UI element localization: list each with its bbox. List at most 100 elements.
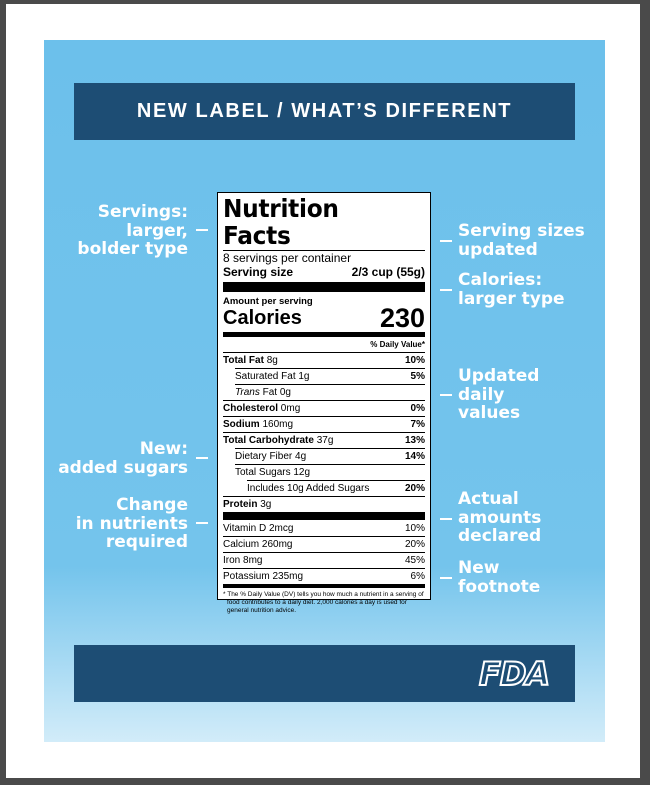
annotation-dash <box>440 577 452 579</box>
nutrient-name-text: Total Fat <box>223 355 264 366</box>
nutrient-row: Potassium 235mg 6% <box>223 568 425 584</box>
nutrient-name-text: Vitamin D <box>223 522 267 534</box>
nutrient-dv: 10% <box>404 355 425 366</box>
nutrient-name: Total Sugars 12g <box>235 467 310 478</box>
dv-header: % Daily Value* <box>370 340 425 349</box>
amount-per-serving: Amount per serving <box>223 296 313 307</box>
nutrient-row: Saturated Fat 1g 5% <box>235 368 425 384</box>
label-title: Nutrition Facts <box>223 194 339 250</box>
annotation-line: Updated <box>458 366 540 386</box>
nutrient-row: Includes 10g Added Sugars 20% <box>247 480 425 496</box>
nutrient-amount: 3g <box>260 499 272 510</box>
annotation-line: larger, <box>126 220 188 241</box>
banner: NEW LABEL / WHAT’S DIFFERENT <box>74 83 575 140</box>
nutrient-name-text: Includes 10g Added Sugars <box>247 483 370 494</box>
nutrient-amount: 4g <box>295 451 307 462</box>
title: NEW LABEL / WHAT’S DIFFERENT <box>136 100 513 122</box>
nutrient-row: Vitamin D 2mcg 10% <box>223 520 425 536</box>
annotation-line: New: <box>139 439 188 459</box>
annotation-line: in nutrients <box>75 513 188 534</box>
nutrient-row: Dietary Fiber 4g 14% <box>235 448 425 464</box>
footer-bar: FDA <box>74 645 575 702</box>
nutrient-name: Calcium 260mg <box>223 539 292 550</box>
nutrient-row: Trans Fat 0g <box>235 384 425 400</box>
annotation-line: Serving sizes <box>458 221 585 241</box>
annotation-line: values <box>458 403 521 423</box>
calories-label: Calories <box>223 307 302 329</box>
nutrient-dv: 10% <box>404 522 425 534</box>
nutrient-row: Protein 3g <box>223 496 425 512</box>
nutrient-name: Dietary Fiber 4g <box>235 451 306 462</box>
nutrient-name-text: Cholesterol <box>223 403 279 414</box>
nutrient-name: Potassium 235mg <box>223 571 303 582</box>
nutrient-name-text: Dietary Fiber <box>235 451 293 462</box>
annotation-dash <box>196 457 208 459</box>
nutrient-amount: 0g <box>279 387 291 398</box>
annotation-line: New <box>458 558 500 578</box>
rule <box>223 332 425 337</box>
annotation-line: required <box>105 532 188 552</box>
nutrient-name-text: Iron <box>223 555 241 566</box>
nutrient-name-text: Sodium <box>223 419 260 430</box>
annotation: New: added sugars <box>58 440 188 477</box>
footnote: * The % Daily Value (DV) tells you how m… <box>223 591 424 614</box>
annotation-dash <box>440 518 452 520</box>
nutrient-name: Sodium 160mg <box>223 419 293 430</box>
nutrient-dv: 7% <box>410 419 425 430</box>
nutrient-dv: 20% <box>404 539 425 550</box>
annotation-dash <box>440 394 452 396</box>
calories-value: 230 <box>379 303 425 333</box>
annotation-line: Servings: <box>97 202 188 222</box>
rule <box>223 512 425 520</box>
annotation-line: Actual <box>458 489 519 509</box>
annotation: Actual amounts declared <box>458 490 541 546</box>
annotation: Servings: larger, bolder type <box>77 203 188 259</box>
nutrient-row: Total Carbohydrate 37g 13% <box>223 432 425 448</box>
nutrient-name-text: Total Sugars <box>235 467 291 478</box>
nutrient-name: Cholesterol 0mg <box>223 403 300 414</box>
serving-size: Serving size 2/3 cup (55g) <box>223 265 425 279</box>
serving-size-label: Serving size <box>223 265 294 279</box>
rule <box>223 584 425 588</box>
annotation: Calories: larger type <box>458 271 565 308</box>
rule <box>223 282 425 292</box>
nutrient-name: Protein 3g <box>223 499 271 510</box>
nutrient-amount: 37g <box>316 435 334 446</box>
nutrition-label: Nutrition Facts 8 servings per container… <box>217 192 431 614</box>
annotation-line: daily <box>458 384 505 405</box>
nutrient-dv: 14% <box>404 451 425 462</box>
nutrient-name-text: Calcium <box>223 539 260 550</box>
annotation-line: updated <box>458 239 538 260</box>
nutrient-row: Total Fat 8g 10% <box>223 352 425 368</box>
nutrient-row: Cholesterol 0mg 0% <box>223 400 425 416</box>
nutrient-name: Iron 8mg <box>223 555 262 566</box>
nutrient-name: Vitamin D 2mcg <box>223 523 293 534</box>
nutrient-amount: 8g <box>266 355 278 366</box>
nutrient-amount: 2mcg <box>268 522 294 534</box>
nutrient-dv: 45% <box>404 555 425 566</box>
nutrient-name: Trans Fat 0g <box>235 387 291 398</box>
serving-size-value: 2/3 cup (55g) <box>351 265 425 279</box>
nutrient-dv: 5% <box>410 371 425 382</box>
nutrient-name-text: Protein <box>223 499 258 510</box>
annotation-line: bolder type <box>77 239 188 259</box>
nutrient-dv: 0% <box>410 403 425 414</box>
annotation-dash <box>196 522 208 524</box>
nutrient-amount: 260mg <box>261 539 293 550</box>
annotation-line: Calories: <box>458 270 543 290</box>
annotation-line: footnote <box>458 576 541 597</box>
calories: Calories 230 <box>223 303 425 333</box>
nutrient-row: Calcium 260mg 20% <box>223 536 425 552</box>
nutrient-name-text: Fat <box>262 387 278 398</box>
vitamins: Vitamin D 2mcg 10% Calcium 260mg 20% Iron 8m… <box>223 520 425 584</box>
annotation-dash <box>196 229 208 231</box>
annotation-line: declared <box>458 526 542 546</box>
nutrient-amount: 12g <box>293 467 311 478</box>
nutrient-amount: 160mg <box>262 419 294 430</box>
nutrient-dv: 20% <box>404 483 425 494</box>
nutrient-amount: 1g <box>298 371 310 382</box>
annotation-line: larger type <box>458 288 565 309</box>
annotation: Updated daily values <box>458 367 539 423</box>
nutrient-name: Total Carbohydrate 37g <box>223 435 333 446</box>
